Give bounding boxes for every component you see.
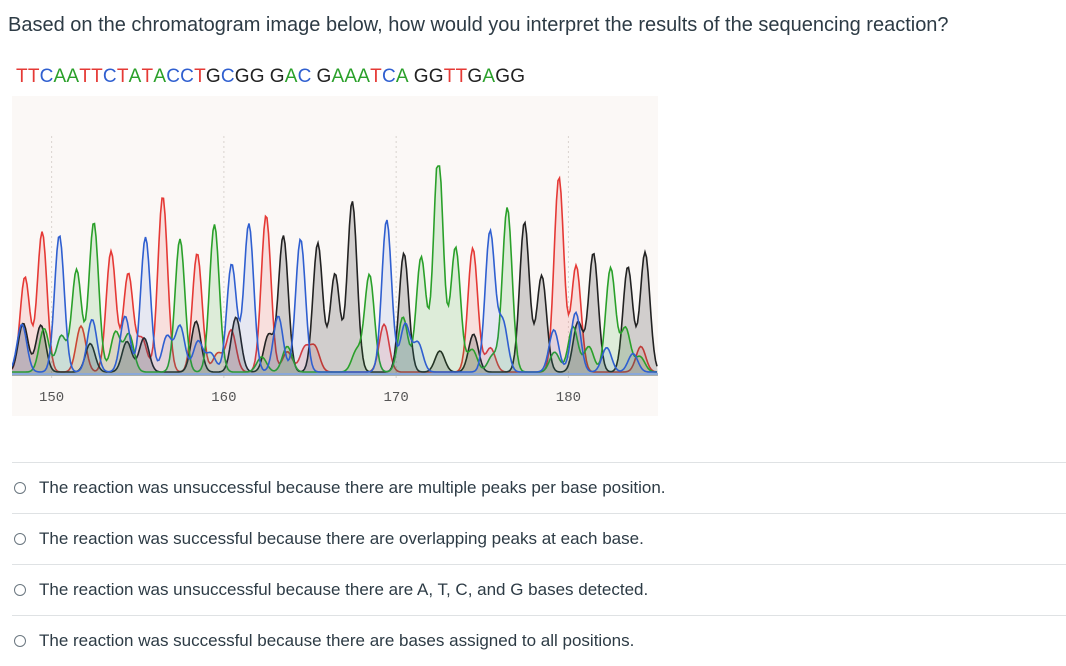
radio-button[interactable] [14, 482, 26, 494]
base-call-letter: C [180, 66, 195, 87]
base-call-letter: T [16, 66, 28, 87]
base-call-letter: G [428, 66, 444, 87]
option-label: The reaction was unsuccessful because th… [39, 478, 666, 497]
base-call-sequence: TTCAATTCTATACCTGCGG GAC GAAATCA GGTTGAGG [16, 66, 525, 88]
base-call-letter: A [53, 66, 67, 87]
base-call-letter: A [344, 66, 358, 87]
base-call-letter: C [39, 66, 54, 87]
base-call-letter: A [331, 66, 345, 87]
base-call-letter: C [102, 66, 117, 87]
chromatogram-figure: TTCAATTCTATACCTGCGG GAC GAAATCA GGTTGAGG 15… [12, 64, 658, 416]
base-call-letter: G [316, 66, 332, 87]
answer-option-4[interactable]: The reaction was successful because ther… [12, 615, 1066, 666]
radio-button[interactable] [14, 635, 26, 647]
base-call-letter: A [395, 66, 409, 87]
base-call-letter: T [141, 66, 154, 87]
axis-tick-label: 180 [556, 390, 581, 406]
option-label: The reaction was successful because ther… [39, 631, 635, 650]
trace-fill-g [12, 201, 658, 376]
base-call-letter: T [455, 66, 468, 87]
answer-option-2[interactable]: The reaction was successful because ther… [12, 513, 1066, 564]
answer-option-1[interactable]: The reaction was unsuccessful because th… [12, 462, 1066, 513]
radio-button[interactable] [14, 584, 26, 596]
axis-tick-label: 150 [39, 390, 64, 406]
trace-line-c [12, 219, 657, 373]
base-call-letter: C [297, 66, 312, 87]
base-call-letter: A [482, 66, 496, 87]
base-call-letter: G [205, 66, 221, 87]
base-call-letter: A [153, 66, 167, 87]
base-call-letter: A [357, 66, 371, 87]
base-call-letter: G [234, 66, 250, 87]
base-call-letter: A [66, 66, 80, 87]
base-call-letter: T [116, 66, 129, 87]
base-call-letter: T [370, 66, 382, 87]
base-call-letter: G [510, 66, 526, 87]
base-call-letter: A [128, 66, 142, 87]
trace-fill-c [12, 220, 658, 376]
option-label: The reaction was successful because ther… [39, 529, 644, 548]
base-call-letter: C [381, 66, 396, 87]
option-label: The reaction was unsuccessful because th… [39, 580, 649, 599]
base-call-letter: T [27, 66, 40, 87]
base-call-letter: C [166, 66, 181, 87]
base-call-letter: A [284, 66, 298, 87]
axis-tick-label: 170 [384, 390, 409, 406]
base-call-letter: T [194, 66, 206, 87]
base-call-letter: G [413, 66, 429, 87]
base-call-letter: G [467, 66, 483, 87]
answer-option-3[interactable]: The reaction was unsuccessful because th… [12, 564, 1066, 615]
base-call-letter: C [220, 66, 235, 87]
question-text: Based on the chromatogram image below, h… [8, 14, 949, 36]
trace-fill-t [12, 178, 658, 376]
base-call-letter: G [249, 66, 265, 87]
axis-tick-label: 160 [211, 390, 236, 406]
radio-button[interactable] [14, 533, 26, 545]
base-call-letter: T [443, 66, 456, 87]
base-call-letter: G [269, 66, 285, 87]
base-call-letter: T [79, 66, 92, 87]
base-call-letter: G [495, 66, 511, 87]
answer-options: The reaction was unsuccessful because th… [12, 462, 1066, 666]
base-call-letter: T [91, 66, 103, 87]
chromatogram-trace: 150 160 170 180 [12, 96, 658, 416]
